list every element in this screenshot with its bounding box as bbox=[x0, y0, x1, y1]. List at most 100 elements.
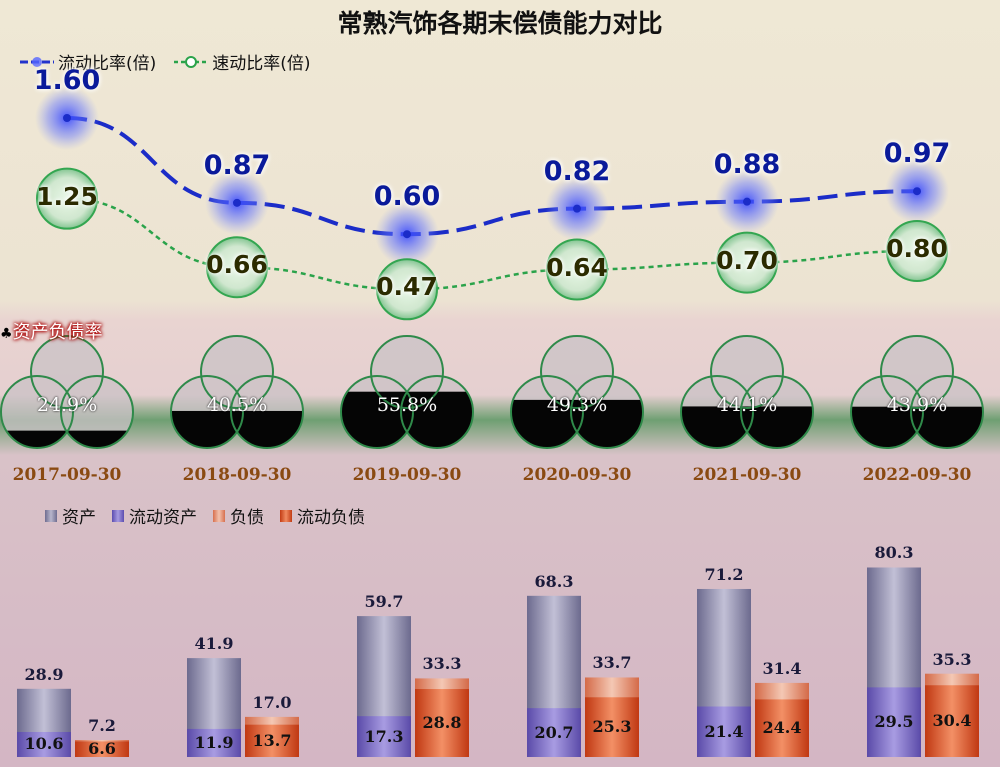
assets-value: 28.9 bbox=[24, 664, 64, 684]
debt-ratio-label: 55.8% bbox=[376, 394, 438, 416]
current-ratio-label: 0.87 bbox=[203, 149, 271, 181]
debt-ratio-ring bbox=[710, 335, 784, 409]
debt-ratio-ring bbox=[400, 375, 474, 449]
current-ratio-marker bbox=[233, 198, 241, 207]
assets-value: 59.7 bbox=[364, 592, 404, 612]
liabilities-value: 33.7 bbox=[592, 653, 632, 673]
current-liabilities-value: 6.6 bbox=[88, 739, 116, 759]
bar-current-liabilities bbox=[755, 699, 809, 757]
current-ratio-marker bbox=[573, 204, 581, 213]
current-ratio-marker bbox=[743, 197, 751, 206]
current-assets-value: 29.5 bbox=[874, 712, 914, 732]
debt-ratio-ring bbox=[510, 375, 584, 449]
quick-ratio-point bbox=[376, 258, 438, 321]
current-ratio-label: 0.97 bbox=[883, 138, 951, 170]
bar-current-assets bbox=[187, 728, 241, 757]
debt-ratio-label: 44.1% bbox=[716, 394, 778, 416]
legend-liabilities: 负债 bbox=[213, 503, 264, 528]
bar-current-assets bbox=[17, 731, 71, 757]
debt-ratio-label: 24.9% bbox=[36, 394, 98, 416]
current-assets-value: 10.6 bbox=[24, 734, 64, 754]
debt-ratio-title-text: 资产负债率 bbox=[12, 322, 103, 343]
debt-ratio-ring bbox=[570, 375, 644, 449]
legend-current-ratio: 流动比率(倍) bbox=[20, 49, 156, 74]
bar-current-liabilities bbox=[245, 724, 299, 757]
bar-current-liabilities bbox=[415, 689, 469, 757]
current-ratio-label: 1.60 bbox=[33, 65, 101, 96]
debt-ratio-ring bbox=[170, 375, 244, 449]
debt-ratio-ring bbox=[910, 375, 984, 449]
legend-quick-ratio-label: 速动比率(倍) bbox=[212, 54, 311, 74]
debt-ratio-title: ♣资产负债率 bbox=[0, 318, 103, 344]
category-label: 2020-09-30 bbox=[522, 465, 632, 485]
current-ratio-label: 0.88 bbox=[713, 148, 781, 180]
current-liabilities-value: 28.8 bbox=[422, 713, 462, 733]
bar-current-assets bbox=[527, 708, 581, 757]
quick-ratio-label: 0.70 bbox=[716, 245, 778, 275]
current-ratio-label: 0.60 bbox=[373, 181, 441, 213]
category-label: 2022-09-30 bbox=[862, 465, 972, 485]
bar-current-liabilities bbox=[925, 685, 979, 757]
liabilities-value: 35.3 bbox=[932, 649, 972, 669]
quick-ratio-label: 0.66 bbox=[206, 250, 268, 280]
current-assets-value: 17.3 bbox=[364, 726, 404, 746]
current-ratio-marker bbox=[63, 114, 71, 122]
legend-current-liabilities-label: 流动负债 bbox=[297, 508, 365, 528]
category-label: 2018-09-30 bbox=[182, 465, 292, 485]
chart-title: 常熟汽饰各期末偿债能力对比 bbox=[337, 9, 663, 38]
bar-current-liabilities bbox=[585, 697, 639, 757]
debt-ratio-label: 43.9% bbox=[886, 394, 948, 416]
quick-ratio-label: 1.25 bbox=[36, 181, 98, 211]
liabilities-value: 17.0 bbox=[252, 692, 292, 712]
bar-legend: 资产 流动资产 负债 流动负债 bbox=[45, 503, 365, 528]
bar-current-liabilities bbox=[75, 741, 129, 757]
legend-assets-label: 资产 bbox=[62, 508, 96, 528]
quick-ratio-label: 0.80 bbox=[886, 233, 948, 263]
current-liabilities-value: 25.3 bbox=[592, 717, 632, 737]
current-liabilities-value: 24.4 bbox=[762, 718, 802, 738]
current-liabilities-value: 13.7 bbox=[252, 730, 292, 750]
current-ratio-label: 0.82 bbox=[543, 155, 611, 187]
quick-ratio-point bbox=[546, 238, 608, 301]
debt-ratio-label: 49.3% bbox=[546, 394, 608, 416]
debt-ratio-ring bbox=[200, 335, 274, 409]
debt-ratio-ring bbox=[230, 375, 304, 449]
current-ratio-legend-icon bbox=[20, 56, 54, 67]
current-assets-value: 11.9 bbox=[194, 732, 234, 752]
legend-assets: 资产 bbox=[45, 503, 96, 528]
liabilities-value: 33.3 bbox=[422, 654, 462, 674]
quick-ratio-label: 0.64 bbox=[546, 252, 608, 282]
legend-quick-ratio: 速动比率(倍) bbox=[174, 49, 311, 74]
current-liabilities-swatch bbox=[280, 509, 292, 522]
debt-ratio-ring bbox=[370, 335, 444, 409]
legend-current-assets: 流动资产 bbox=[112, 503, 197, 528]
debt-ratio-ring bbox=[680, 375, 754, 449]
legend-current-assets-label: 流动资产 bbox=[129, 508, 197, 528]
assets-value: 41.9 bbox=[194, 634, 234, 654]
bar-current-assets bbox=[867, 687, 921, 757]
category-label: 2021-09-30 bbox=[692, 465, 802, 485]
legend-liabilities-label: 负债 bbox=[230, 508, 264, 528]
debt-ratio-ring bbox=[30, 335, 104, 409]
quick-ratio-legend-icon bbox=[174, 55, 209, 68]
assets-value: 71.2 bbox=[704, 564, 744, 584]
assets-value: 68.3 bbox=[534, 571, 574, 591]
quick-ratio-label: 0.47 bbox=[376, 272, 438, 302]
liabilities-value: 31.4 bbox=[762, 658, 802, 678]
quick-ratio-point bbox=[716, 231, 778, 294]
current-liabilities-value: 30.4 bbox=[932, 711, 972, 731]
assets-value: 80.3 bbox=[874, 543, 914, 563]
debt-ratio-ring bbox=[340, 375, 414, 449]
debt-ratio-ring bbox=[60, 375, 134, 449]
bar-current-assets bbox=[697, 706, 751, 757]
category-label: 2019-09-30 bbox=[352, 465, 462, 485]
current-assets-swatch bbox=[112, 509, 124, 522]
ratio-legend: 流动比率(倍) 速动比率(倍) bbox=[20, 49, 311, 74]
quick-ratio-point bbox=[886, 219, 948, 282]
category-label: 2017-09-30 bbox=[12, 465, 122, 485]
assets-swatch bbox=[45, 509, 57, 522]
current-assets-value: 20.7 bbox=[534, 722, 574, 742]
quick-ratio-point bbox=[36, 167, 98, 230]
